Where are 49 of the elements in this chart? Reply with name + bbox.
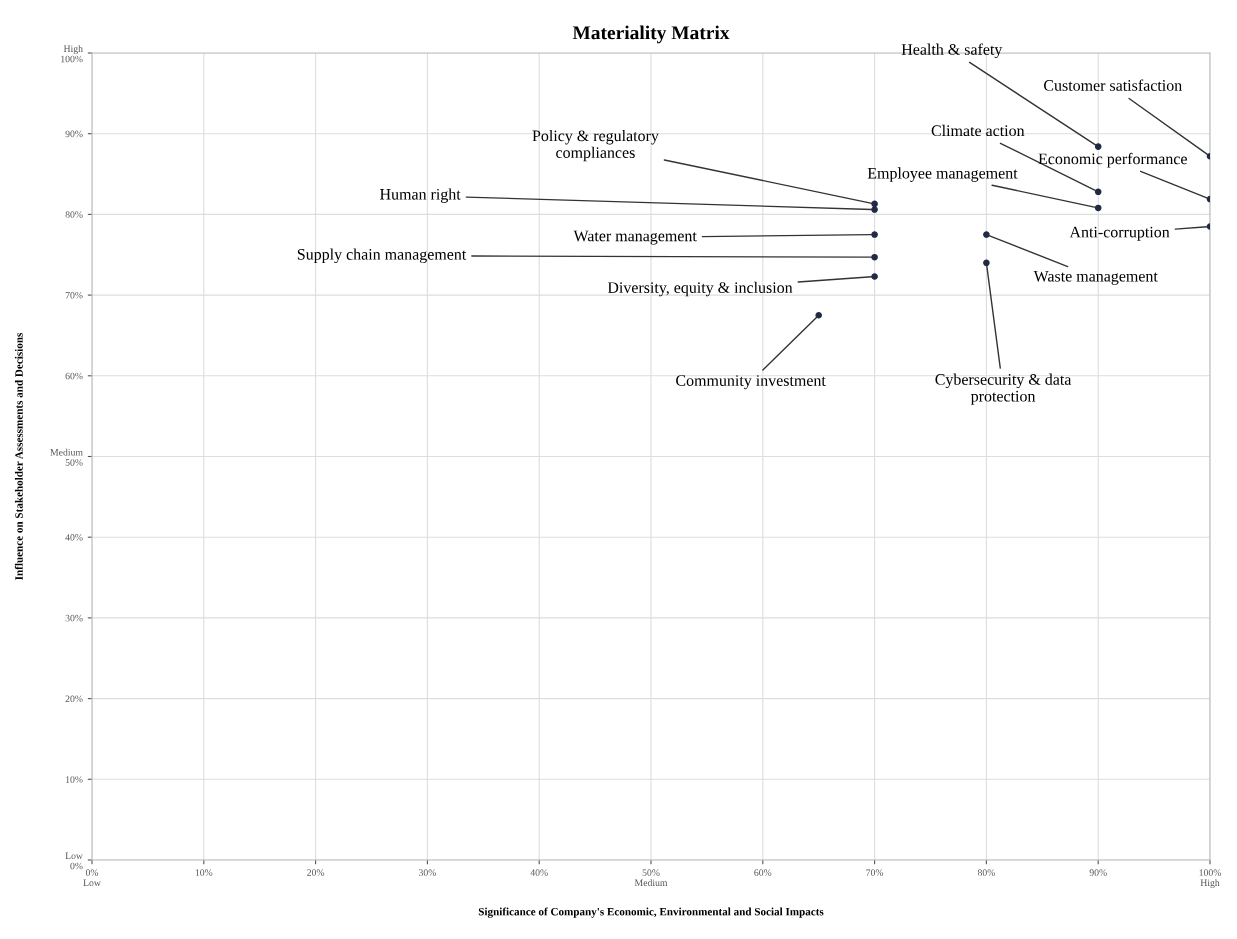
annotation: Cybersecurity & data protection	[935, 373, 1072, 405]
x-tick-label: 10%	[195, 869, 213, 876]
annotation: Health & safety	[901, 43, 1003, 59]
point	[1094, 204, 1102, 212]
point	[983, 231, 990, 238]
point	[1094, 188, 1102, 196]
x-tick-label: 30%	[418, 869, 436, 876]
x-tick-label: 0% Low	[83, 869, 101, 887]
annotation: Waste management	[1033, 270, 1158, 285]
x-axis-title: Significance of Company's Economic, Environmental and Social Impacts	[478, 907, 824, 918]
y-tick-label: 80%	[65, 211, 83, 218]
y-axis-title: Influence on Stakeholder Assessments and Decisions	[14, 332, 23, 580]
y-tick-label: Low 0%	[65, 852, 83, 870]
point	[871, 273, 878, 280]
x-tick-label: 60%	[754, 869, 772, 876]
y-tick-label: High 100%	[61, 45, 83, 63]
annotation: Supply chain management	[297, 248, 467, 264]
annotation: Climate action	[931, 124, 1025, 137]
x-tick-label: 20%	[307, 869, 325, 876]
point	[815, 311, 822, 319]
point	[871, 253, 878, 261]
x-tick-label: 100% High	[1199, 869, 1222, 889]
y-tick-label: Medium 50%	[50, 448, 83, 466]
annotation: Human right	[379, 188, 461, 203]
y-tick-label: 70%	[65, 292, 83, 299]
point	[983, 259, 990, 267]
x-tick-label: 50% Medium	[634, 869, 668, 887]
x-tick-label: 80%	[977, 869, 995, 876]
annotation: Diversity, equity & inclusion	[607, 281, 793, 297]
annotation: Economic performance	[1038, 152, 1187, 168]
annotation: Water management	[573, 230, 697, 245]
y-tick-label: 40%	[65, 534, 83, 541]
chart-title: Materiality Matrix	[572, 25, 730, 44]
point	[871, 231, 878, 238]
y-tick-label: 10%	[66, 776, 83, 783]
annotation: Employee management	[867, 167, 1018, 182]
point	[1094, 143, 1102, 150]
y-tick-label: 20%	[65, 695, 83, 703]
x-tick-label: 90%	[1089, 869, 1107, 876]
annotation: Policy & regulatory compliances	[532, 129, 659, 162]
annotation: Anti-corruption	[1069, 226, 1170, 241]
x-tick-label: 40%	[530, 869, 548, 876]
x-tick-label: 70%	[866, 869, 884, 876]
y-tick-label: 90%	[65, 130, 83, 138]
point	[871, 206, 878, 213]
y-tick-label: 30%	[65, 614, 83, 622]
y-tick-label: 60%	[65, 372, 83, 380]
annotation: Community investment	[676, 375, 826, 390]
annotation: Customer satisfaction	[1044, 79, 1182, 91]
